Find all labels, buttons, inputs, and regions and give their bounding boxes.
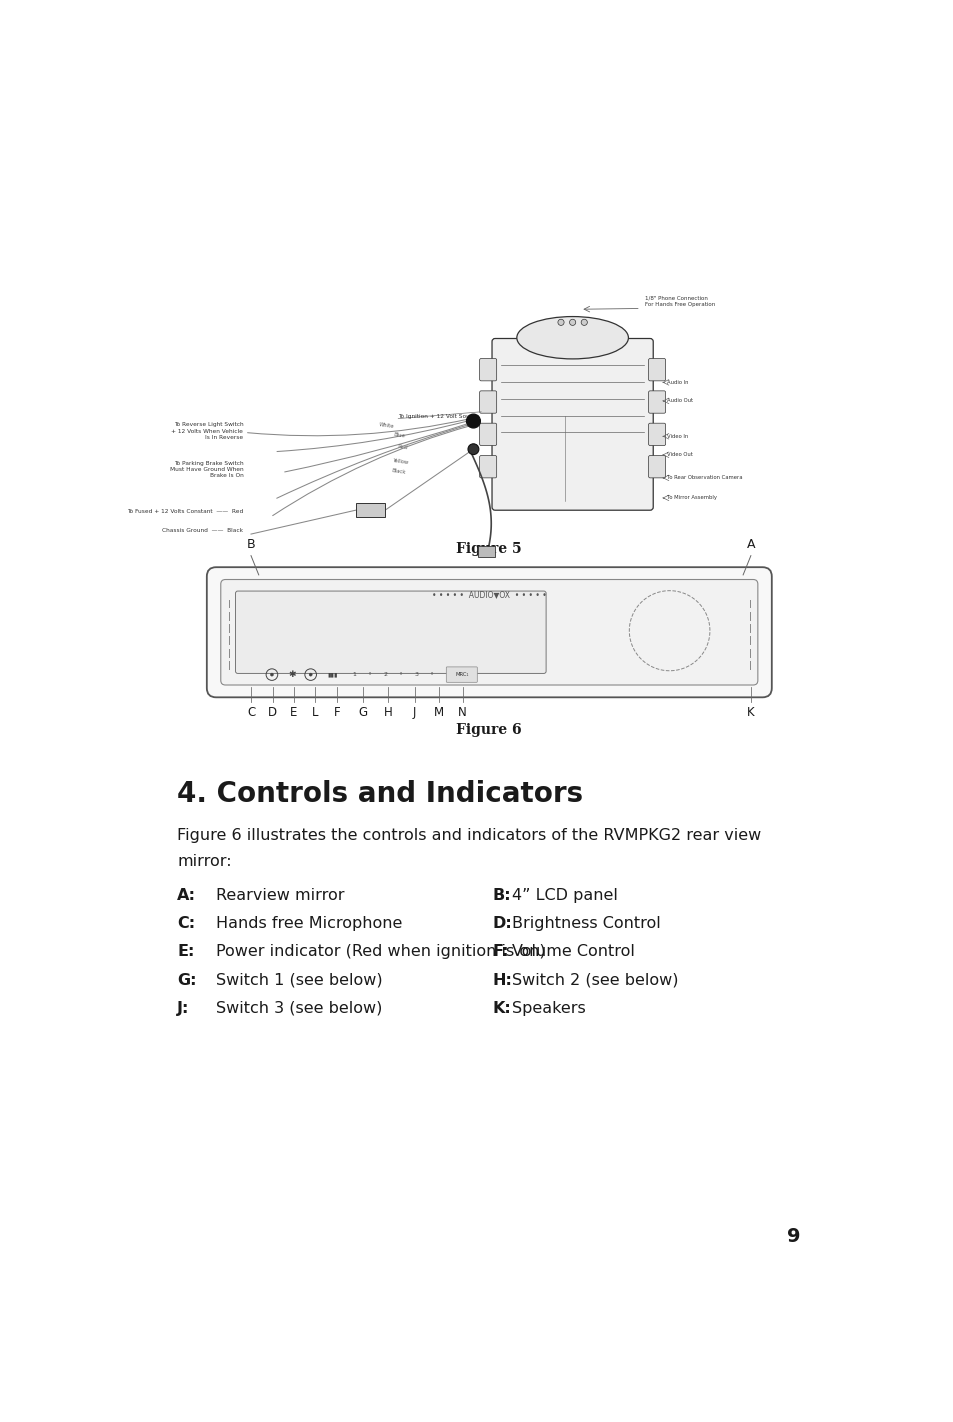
FancyBboxPatch shape — [648, 358, 665, 381]
Text: J:: J: — [177, 1001, 190, 1015]
Text: L: L — [312, 707, 318, 720]
Text: F: F — [334, 707, 340, 720]
Text: ▮▮▮: ▮▮▮ — [327, 673, 337, 677]
Text: G: G — [358, 707, 368, 720]
Text: Power indicator (Red when ignition is on): Power indicator (Red when ignition is on… — [216, 944, 545, 960]
FancyBboxPatch shape — [648, 424, 665, 445]
Text: Yellow: Yellow — [393, 458, 410, 465]
Text: ◦: ◦ — [367, 671, 372, 678]
FancyBboxPatch shape — [479, 424, 497, 445]
Text: Black: Black — [391, 468, 406, 475]
Text: Brightness Control: Brightness Control — [512, 916, 660, 931]
Text: M: M — [434, 707, 444, 720]
Text: Figure 6 illustrates the controls and indicators of the RVMPKG2 rear view: Figure 6 illustrates the controls and in… — [177, 828, 760, 843]
Circle shape — [309, 673, 312, 675]
FancyBboxPatch shape — [648, 455, 665, 478]
Text: Hands free Microphone: Hands free Microphone — [216, 916, 402, 931]
Text: ✱: ✱ — [288, 670, 295, 680]
FancyBboxPatch shape — [479, 358, 497, 381]
Circle shape — [569, 320, 575, 326]
Text: Speakers: Speakers — [512, 1001, 585, 1015]
Text: H: H — [383, 707, 392, 720]
Text: To Mirror Assembly: To Mirror Assembly — [666, 495, 717, 501]
Text: 3: 3 — [414, 673, 417, 677]
Circle shape — [270, 673, 274, 675]
Text: N: N — [457, 707, 466, 720]
Text: Switch 2 (see below): Switch 2 (see below) — [512, 973, 678, 988]
Text: mirror:: mirror: — [177, 855, 232, 869]
Text: ◦: ◦ — [429, 671, 434, 678]
FancyBboxPatch shape — [479, 391, 497, 414]
Circle shape — [580, 320, 587, 326]
Text: 4. Controls and Indicators: 4. Controls and Indicators — [177, 781, 583, 809]
Text: C:: C: — [177, 916, 195, 931]
Text: C: C — [247, 707, 254, 720]
Text: 1/8" Phone Connection
For Hands Free Operation: 1/8" Phone Connection For Hands Free Ope… — [644, 296, 714, 307]
Text: Video Out: Video Out — [666, 452, 692, 458]
FancyBboxPatch shape — [446, 667, 476, 683]
Bar — [355, 503, 385, 518]
Text: E:: E: — [177, 944, 194, 960]
Text: Blue: Blue — [393, 432, 405, 439]
Text: Audio In: Audio In — [666, 380, 688, 385]
FancyBboxPatch shape — [492, 338, 653, 510]
FancyBboxPatch shape — [235, 592, 545, 674]
Text: 2: 2 — [383, 673, 387, 677]
Text: B:: B: — [493, 889, 511, 903]
Text: 1: 1 — [352, 673, 355, 677]
Text: Red: Red — [396, 444, 407, 451]
Ellipse shape — [517, 317, 628, 358]
Text: D: D — [268, 707, 277, 720]
Text: Rearview mirror: Rearview mirror — [216, 889, 344, 903]
Circle shape — [466, 414, 480, 428]
Text: H:: H: — [493, 973, 512, 988]
Circle shape — [468, 444, 478, 455]
Text: F:: F: — [493, 944, 509, 960]
Text: • • • • •  AUDIO▼OX  • • • • •: • • • • • AUDIO▼OX • • • • • — [432, 590, 546, 599]
Text: ◦: ◦ — [398, 671, 402, 678]
Text: Switch 3 (see below): Switch 3 (see below) — [216, 1001, 382, 1015]
Text: K:: K: — [493, 1001, 511, 1015]
Text: MRC₁: MRC₁ — [455, 673, 468, 677]
Text: A:: A: — [177, 889, 196, 903]
Circle shape — [558, 320, 563, 326]
Text: To Ignition + 12 Volt Source: To Ignition + 12 Volt Source — [397, 414, 478, 418]
Text: E: E — [290, 707, 297, 720]
Bar — [477, 546, 495, 557]
Text: To Parking Brake Switch
Must Have Ground When
Brake Is On: To Parking Brake Switch Must Have Ground… — [170, 461, 243, 478]
Text: Video In: Video In — [666, 434, 688, 439]
Text: Figure 6: Figure 6 — [456, 724, 521, 738]
Text: To Reverse Light Switch
+ 12 Volts When Vehicle
Is In Reverse: To Reverse Light Switch + 12 Volts When … — [172, 422, 243, 439]
Text: To Fused + 12 Volts Constant  ——  Red: To Fused + 12 Volts Constant —— Red — [127, 509, 243, 513]
Text: D:: D: — [493, 916, 512, 931]
Text: Figure 5: Figure 5 — [456, 542, 521, 556]
Text: Switch 1 (see below): Switch 1 (see below) — [216, 973, 382, 988]
Text: To Rear Observation Camera: To Rear Observation Camera — [666, 475, 741, 481]
Text: 9: 9 — [786, 1227, 800, 1246]
FancyBboxPatch shape — [207, 567, 771, 697]
Text: B: B — [247, 538, 255, 550]
Text: Chassis Ground  ——  Black: Chassis Ground —— Black — [162, 528, 243, 533]
Text: 4” LCD panel: 4” LCD panel — [512, 889, 618, 903]
Text: K: K — [746, 707, 754, 720]
Text: J: J — [413, 707, 416, 720]
Text: White: White — [378, 422, 395, 429]
Text: A: A — [746, 538, 755, 550]
FancyBboxPatch shape — [479, 455, 497, 478]
FancyBboxPatch shape — [220, 580, 757, 685]
Text: G:: G: — [177, 973, 196, 988]
Text: Audio Out: Audio Out — [666, 398, 693, 404]
FancyBboxPatch shape — [648, 391, 665, 414]
Text: Volume Control: Volume Control — [512, 944, 635, 960]
